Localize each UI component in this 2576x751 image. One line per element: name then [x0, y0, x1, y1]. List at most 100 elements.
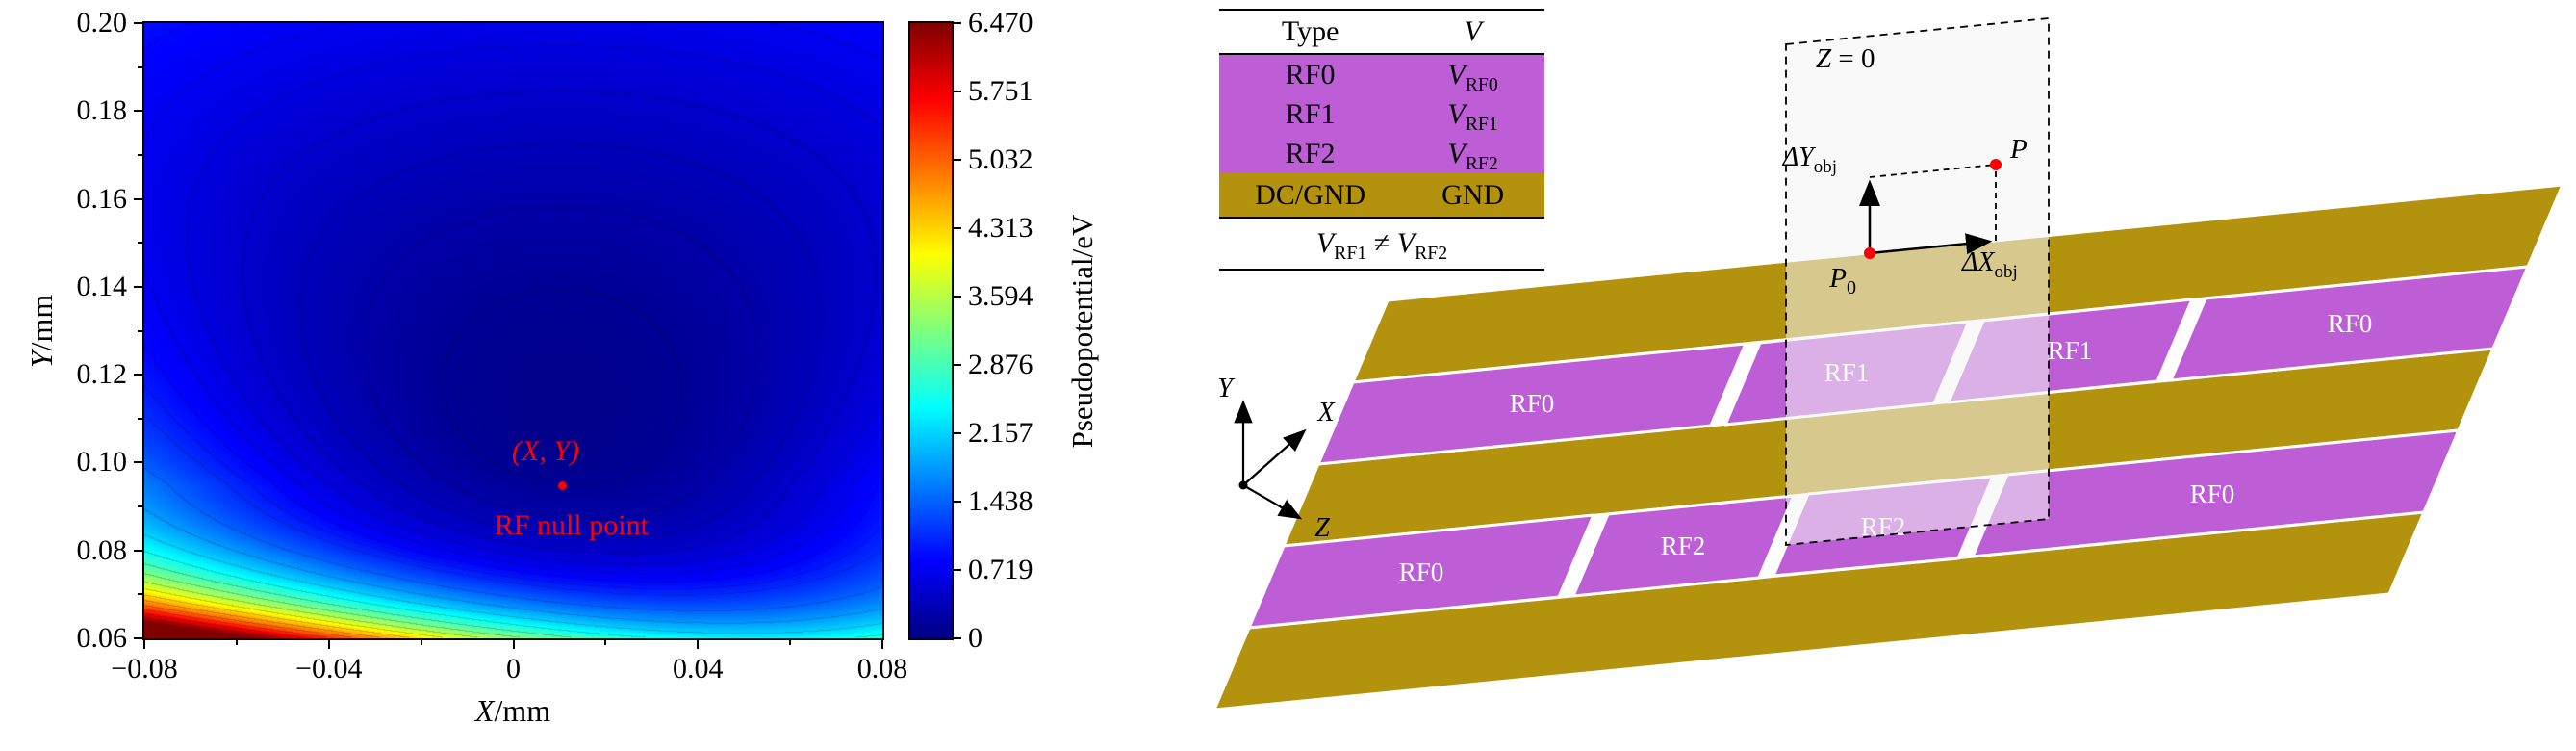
rf-electrode-segment — [2169, 265, 2530, 382]
delta-y-label: ΔYobj — [1782, 142, 1837, 177]
colorbar-tick-label: 5.751 — [968, 75, 1033, 107]
electrode-label: RF1 — [2048, 336, 2093, 365]
colorbar-tick-mark — [954, 22, 961, 24]
electrode-label: RF2 — [1661, 531, 1706, 560]
table-header-v: V — [1464, 15, 1482, 47]
x-minor-tick-mark — [604, 640, 607, 645]
table-row-dc-gnd: DC/GND GND — [1219, 173, 1544, 217]
rf-electrode-segment — [1971, 428, 2461, 558]
table-header-row: Type V — [1219, 11, 1544, 55]
table-cell-type: RF2 — [1285, 138, 1336, 169]
electrode-voltage-table: Type V RF0 VRF0 RF1 VRF1 RF2 VRF2 DC/GND… — [1219, 9, 1544, 271]
colorbar-tick-label: 0 — [968, 622, 982, 654]
y-tick-label: 0.14 — [76, 270, 128, 302]
table-row: RF2 VRF2 — [1219, 134, 1544, 174]
colorbar-tick-label: 1.438 — [968, 484, 1033, 517]
y-tick-mark — [134, 549, 142, 552]
y-minor-tick-mark — [138, 329, 142, 332]
colorbar-tick-label: 2.876 — [968, 348, 1033, 380]
colorbar-gradient — [910, 23, 952, 638]
z-axis-name: Z — [1314, 513, 1330, 543]
y-tick-mark — [134, 374, 142, 376]
colorbar-tick-mark — [954, 227, 961, 230]
colorbar-tick-label: 6.470 — [968, 7, 1033, 39]
y-tick-label: 0.16 — [76, 182, 128, 215]
x-tick-mark — [512, 640, 515, 649]
triad-origin-dot — [1238, 480, 1248, 490]
z0-plane — [1785, 17, 2050, 546]
x-tick-mark — [327, 640, 330, 649]
colorbar-tick-mark — [954, 637, 961, 639]
point-p-marker — [1990, 159, 2002, 170]
table-cell-type: DC/GND — [1255, 179, 1366, 211]
y-axis-name: Y — [1217, 374, 1236, 403]
point-p-label: P — [2009, 134, 2028, 165]
x-axis-label: X/mm — [417, 693, 609, 729]
y-axis-label: Y/mm — [24, 235, 59, 427]
x-axis-unit: /mm — [494, 693, 551, 728]
colorbar-tick-mark — [954, 159, 961, 162]
y-tick-mark — [134, 110, 142, 113]
x-axis-variable: X — [474, 693, 495, 728]
rf-electrode-segment — [1571, 494, 1796, 598]
y-minor-tick-mark — [138, 242, 142, 245]
heatmap-canvas — [144, 23, 882, 638]
table-header-type: Type — [1281, 15, 1339, 47]
colorbar-tick-mark — [954, 568, 961, 571]
table-cell-type: RF0 — [1285, 59, 1336, 91]
y-minor-tick-mark — [138, 505, 142, 508]
y-tick-label: 0.10 — [76, 446, 128, 479]
y-tick-label: 0.08 — [76, 533, 128, 566]
y-minor-tick-mark — [138, 65, 142, 68]
y-tick-label: 0.06 — [76, 622, 128, 654]
y-tick-mark — [134, 461, 142, 464]
x-tick-label: 0.08 — [856, 653, 908, 685]
plot-annotation: RF null point — [494, 509, 649, 542]
table-cell-type: RF1 — [1285, 98, 1336, 130]
rf-null-point-marker — [557, 481, 567, 491]
y-tick-label: 0.20 — [76, 7, 128, 39]
y-tick-mark — [134, 285, 142, 288]
x-tick-mark — [881, 640, 883, 649]
x-minor-tick-mark — [235, 640, 238, 645]
colorbar-tick-label: 5.032 — [968, 143, 1033, 176]
x-tick-label: 0 — [506, 653, 521, 685]
plot-annotation: (X, Y) — [512, 435, 580, 468]
point-p0-marker — [1864, 247, 1875, 259]
y-tick-mark — [134, 197, 142, 200]
delta-x-label: ΔXobj — [1961, 247, 2018, 282]
colorbar-tick-label: 0.719 — [968, 553, 1033, 585]
y-minor-tick-mark — [138, 417, 142, 420]
y-axis-unit: /mm — [24, 294, 59, 351]
table-cell-voltage: VRF1 — [1447, 98, 1498, 135]
colorbar-tick-label: 2.157 — [968, 416, 1033, 449]
x-minor-tick-mark — [420, 640, 422, 645]
table-footer-condition: VRF1 ≠ VRF2 — [1219, 217, 1544, 269]
colorbar-label: Pseudopotential/eV — [1065, 214, 1099, 449]
colorbar-tick-mark — [954, 500, 961, 503]
y-tick-mark — [134, 22, 142, 24]
electrode-label: RF0 — [1510, 389, 1555, 418]
table-cell-voltage: GND — [1441, 179, 1505, 211]
colorbar-tick-mark — [954, 91, 961, 92]
y-minor-tick-mark — [138, 153, 142, 156]
x-tick-label: 0.04 — [673, 653, 724, 685]
colorbar-tick-mark — [954, 296, 961, 298]
electrode-label: RF0 — [2190, 479, 2235, 508]
delta-x-arrow — [1869, 233, 1993, 255]
colorbar-tick-label: 4.313 — [968, 212, 1033, 245]
point-p0-label: P0 — [1828, 263, 1856, 298]
table-row: RF1 VRF1 — [1219, 94, 1544, 135]
x-tick-label: −0.08 — [111, 653, 178, 685]
x-tick-label: −0.04 — [295, 653, 363, 685]
x-axis-name: X — [1316, 398, 1335, 427]
rf-electrode-segment — [1316, 342, 1747, 466]
z-axis-arrow — [1242, 484, 1303, 520]
table-row: RF0 VRF0 — [1219, 55, 1544, 95]
rf-electrode-segment — [1247, 513, 1595, 630]
y-tick-label: 0.18 — [76, 94, 128, 127]
electrode-label: RF0 — [1399, 557, 1444, 586]
table-cell-voltage: VRF0 — [1447, 59, 1498, 95]
x-minor-tick-mark — [789, 640, 792, 645]
electrode-label: RF0 — [2328, 309, 2373, 338]
